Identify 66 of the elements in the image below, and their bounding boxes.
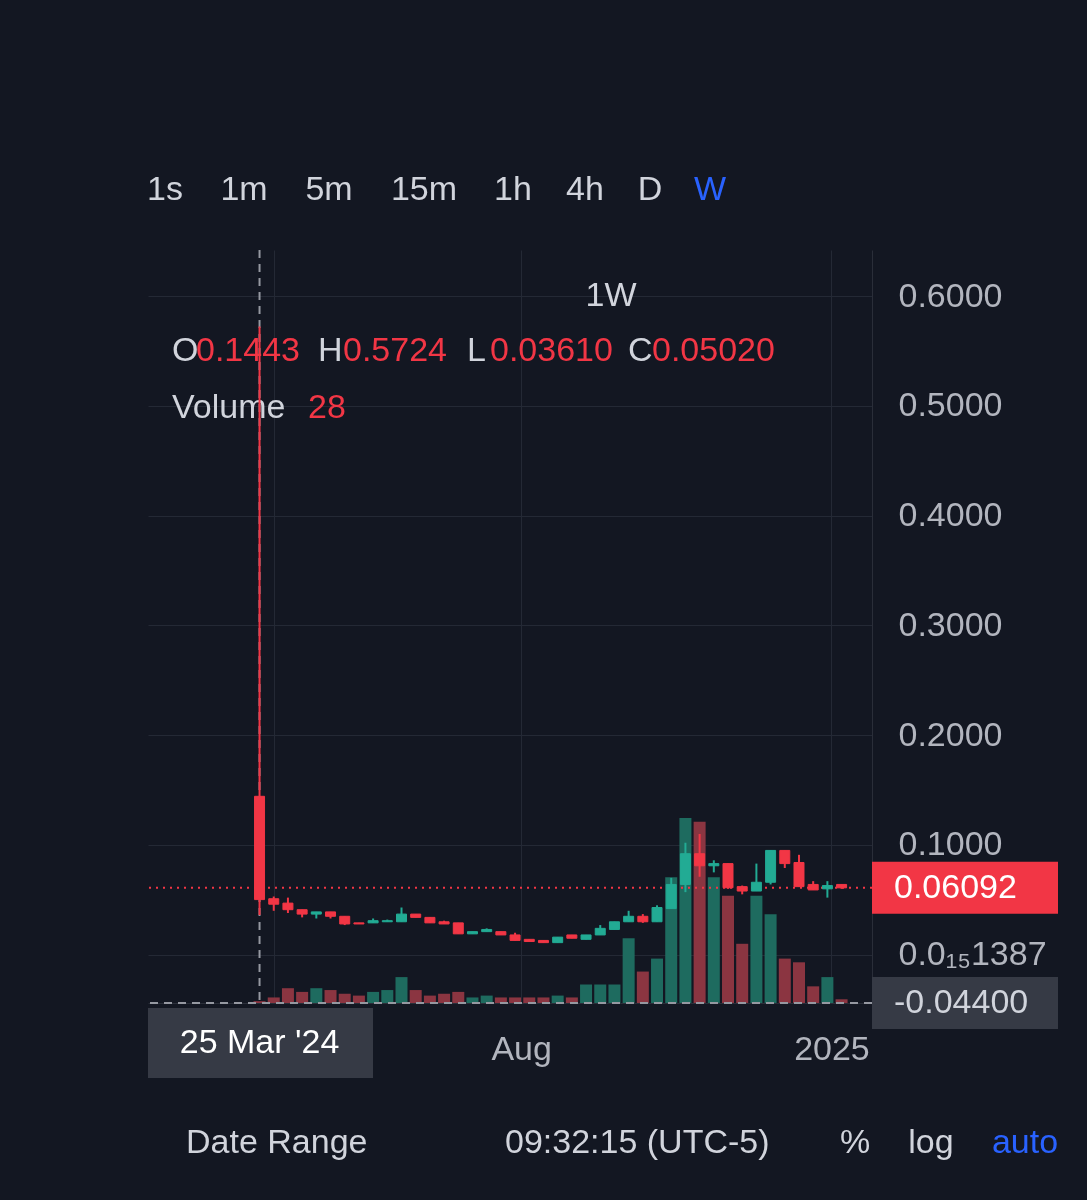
text: D: [637, 169, 663, 207]
bar: [381, 990, 394, 1003]
text: 09:32:15 (UTC-5): [505, 1122, 770, 1160]
bar: [395, 977, 408, 1003]
annotation: 1W: [585, 275, 637, 313]
bar: [580, 984, 593, 1003]
text: log: [908, 1122, 954, 1160]
y-tick-label: 0.2000: [898, 714, 1003, 753]
y-tick-label: 0.3000: [898, 604, 1003, 643]
ref-line-label: 0.06092: [894, 866, 1017, 905]
bar: [750, 895, 763, 1003]
annotation: 0.03610: [490, 330, 613, 368]
bar: [707, 877, 720, 1003]
bar: [296, 991, 309, 1003]
annotation: 0.5724: [343, 330, 447, 368]
bar: [537, 997, 550, 1003]
bar: [409, 990, 422, 1003]
bar: [438, 993, 451, 1003]
text: 1m: [220, 169, 268, 207]
bar: [608, 984, 621, 1003]
bar: [494, 997, 507, 1003]
bar: [636, 971, 649, 1003]
ref-line-label: 25 Mar '24: [179, 1022, 340, 1060]
annotation: C: [628, 330, 653, 368]
bar: [466, 997, 479, 1003]
candlestick: [750, 862, 762, 893]
bar: [651, 958, 664, 1003]
bar: [594, 984, 607, 1003]
ref-line-label: -0.04400: [894, 982, 1029, 1020]
bar: [367, 991, 380, 1003]
bar: [764, 914, 777, 1003]
text: 1h: [494, 169, 532, 207]
text: 1s: [147, 169, 183, 207]
bar: [310, 988, 323, 1003]
bar: [821, 977, 834, 1003]
annotation: L: [467, 330, 486, 368]
candlestick: [694, 832, 706, 878]
bar: [267, 997, 280, 1003]
bar: [792, 962, 805, 1003]
bar: [778, 958, 791, 1003]
text: 5m: [305, 169, 353, 207]
text: 15m: [390, 169, 458, 207]
bar: [722, 895, 735, 1003]
annotation: 0.05020: [652, 330, 775, 368]
text: Date Range: [186, 1122, 368, 1160]
x-tick-label: 2025: [794, 1028, 870, 1067]
text: W: [693, 169, 727, 207]
y-tick-label: 0.0₁₅1387: [898, 934, 1047, 973]
annotation: H: [318, 330, 343, 368]
bar: [622, 938, 635, 1003]
y-tick-label: 0.6000: [898, 275, 1003, 314]
bar: [736, 943, 749, 1003]
bar: [807, 986, 820, 1003]
y-tick-label: 0.5000: [898, 385, 1003, 424]
text: auto: [991, 1122, 1059, 1160]
annotation: 28: [308, 387, 346, 425]
bar: [338, 993, 351, 1003]
bar: [281, 988, 294, 1003]
y-tick-label: 0.1000: [898, 824, 1003, 863]
x-tick-label: Aug: [491, 1028, 552, 1067]
bar: [324, 990, 337, 1003]
text: 4h: [566, 169, 604, 207]
text: %: [839, 1122, 871, 1160]
bar: [523, 997, 536, 1003]
bar: [452, 991, 465, 1003]
y-tick-label: 0.4000: [898, 495, 1003, 534]
